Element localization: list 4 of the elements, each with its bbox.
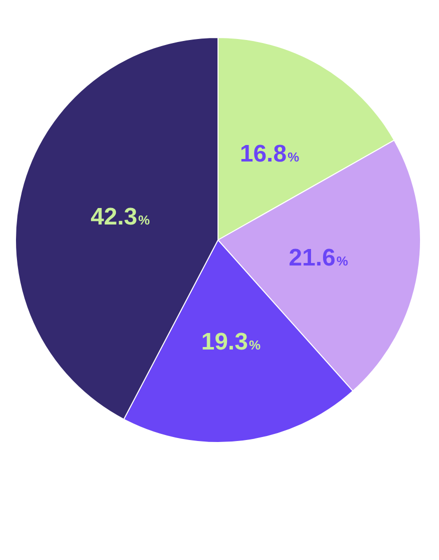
data-label: 42.3% — [90, 204, 150, 231]
data-label: 16.8% — [240, 140, 300, 168]
data-label: 21.6% — [288, 244, 348, 272]
data-label: 19.3% — [201, 328, 261, 356]
